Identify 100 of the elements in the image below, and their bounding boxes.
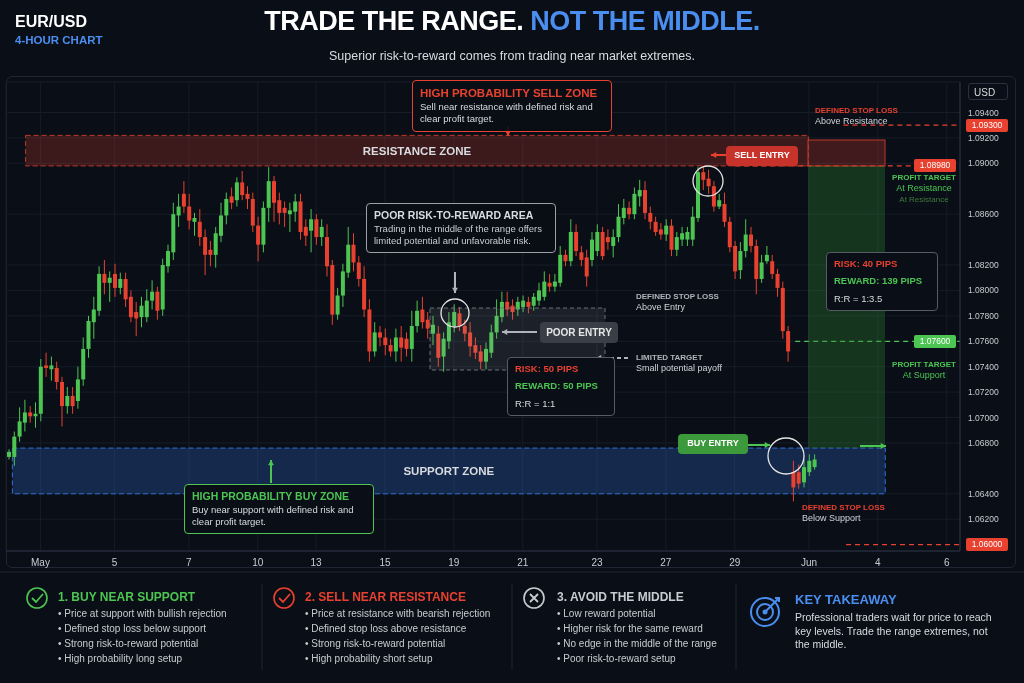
y-tick-label: 1.07400 xyxy=(968,361,999,372)
annotation: Buy near support with defined risk and clear profit target. xyxy=(192,503,355,529)
candlestick xyxy=(224,192,229,225)
candlestick xyxy=(791,460,796,502)
annotation: DEFINED STOP LOSS xyxy=(636,292,719,303)
candlestick xyxy=(478,344,483,370)
annotation: At Resistance xyxy=(898,195,950,206)
candlestick xyxy=(404,331,409,358)
candlestick xyxy=(44,352,49,378)
x-tick-label: 21 xyxy=(517,557,529,569)
candlestick xyxy=(65,386,70,415)
candlestick xyxy=(457,306,462,332)
y-tick-label: 1.09400 xyxy=(968,107,999,118)
y-tick-label: 1.09200 xyxy=(968,132,999,143)
x-tick-label: 19 xyxy=(448,557,460,569)
candlestick xyxy=(749,226,753,253)
text: • Price at resistance with bearish rejection xyxy=(305,607,491,621)
candlestick xyxy=(510,298,515,321)
text: 2. SELL NEAR RESISTANCE xyxy=(305,590,466,606)
annotation: POOR RISK-TO-REWARD AREA xyxy=(374,209,535,223)
x-tick-label: 27 xyxy=(660,557,672,569)
y-tick-label: 1.06800 xyxy=(968,437,999,448)
candlestick xyxy=(155,286,160,321)
y-tick-label: 1.07200 xyxy=(968,387,999,398)
text: • Poor risk-to-reward setup xyxy=(557,652,677,666)
text: • Strong risk-to-reward potential xyxy=(305,637,447,651)
text: • High probability long setup xyxy=(58,652,184,666)
annotation: Trading in the middle of the range offers limited potential and unfavorable risk. xyxy=(374,222,543,248)
candlestick xyxy=(107,270,112,303)
candlestick xyxy=(383,328,388,356)
annotation: PROFIT TARGET xyxy=(891,173,957,184)
candlestick xyxy=(627,200,632,220)
candlestick xyxy=(420,296,425,330)
candlestick xyxy=(632,186,637,220)
ref-line-label: 1.07600 xyxy=(914,334,956,348)
x-tick-label: 6 xyxy=(943,557,950,569)
candlestick xyxy=(240,170,245,201)
annotation: At Support xyxy=(901,370,947,383)
band-label: RESISTANCE ZONE xyxy=(362,144,472,157)
candlestick xyxy=(203,228,208,276)
annotation: SELL ENTRY xyxy=(733,150,791,162)
annotation: Sell near resistance with defined risk and clear profit target. xyxy=(420,100,594,126)
candlestick xyxy=(701,165,706,191)
candlestick xyxy=(197,208,202,247)
ref-line-label: 1.09300 xyxy=(966,118,1008,132)
annotation: Small potential payoff xyxy=(636,363,722,376)
ref-line-label: 1.06000 xyxy=(966,538,1008,552)
y-tick-label: 1.07800 xyxy=(968,310,999,321)
candlestick xyxy=(579,245,584,267)
y-tick-label: 1.08600 xyxy=(968,209,999,220)
text: KEY TAKEAWAY xyxy=(795,592,897,609)
candlestick xyxy=(505,291,510,317)
y-tick-label: 1.06200 xyxy=(968,514,999,525)
x-tick-label: 15 xyxy=(379,557,391,569)
candlestick xyxy=(102,259,107,295)
candlestick xyxy=(192,212,197,237)
candlestick xyxy=(356,255,361,288)
x-tick-label: 10 xyxy=(252,557,264,569)
candlestick xyxy=(245,185,250,210)
text: 3. AVOID THE MIDDLE xyxy=(557,590,684,606)
candlestick xyxy=(335,287,340,321)
candlestick xyxy=(319,218,324,247)
candlestick xyxy=(314,213,319,246)
text: • Low reward potential xyxy=(557,607,657,621)
x-tick-label: May xyxy=(31,557,50,569)
candlestick xyxy=(658,222,663,241)
text: EUR/USD xyxy=(15,12,88,32)
callout-box: RISK: 40 PIPS REWARD: 139 PIPS R:R = 1:3.5 xyxy=(826,252,938,312)
ref-line-label: 1.08980 xyxy=(914,159,956,173)
candlestick xyxy=(22,399,27,433)
candlestick xyxy=(118,272,123,295)
band-label: SUPPORT ZONE xyxy=(403,465,495,478)
text: • Defined stop loss above resistance xyxy=(305,622,468,636)
candlestick xyxy=(309,208,314,253)
annotation: RISK: 50 PIPS xyxy=(515,363,580,376)
text: • High probability short setup xyxy=(305,652,434,666)
candlestick xyxy=(643,180,647,220)
annotation: DEFINED STOP LOSS xyxy=(802,503,885,514)
candlestick xyxy=(574,223,579,257)
annotation: HIGH PROBABILITY SELL ZONE xyxy=(420,86,599,101)
candlestick xyxy=(738,241,743,280)
y-tick-label: 1.07000 xyxy=(968,412,999,423)
callout-box: BUY ENTRY xyxy=(678,434,748,454)
y-tick-label: 1.09000 xyxy=(968,158,999,169)
y-tick-label: 1.08000 xyxy=(968,285,999,296)
candlestick xyxy=(764,245,769,265)
candlestick xyxy=(229,186,234,210)
annotation: Below Support xyxy=(802,513,862,526)
callout-box: POOR ENTRY xyxy=(540,322,618,343)
callout-box: RISK: 50 PIPS REWARD: 50 PIPS R:R = 1:1 xyxy=(507,357,615,417)
candlestick xyxy=(256,216,261,262)
x-tick-label: 29 xyxy=(729,557,741,569)
x-tick-label: 7 xyxy=(186,557,193,569)
text: • Higher risk for the same reward xyxy=(557,622,704,636)
annotation: R:R = 1:3.5 xyxy=(834,292,884,306)
candlestick xyxy=(234,176,239,208)
candlestick xyxy=(431,315,435,346)
y-tick-label: 1.08200 xyxy=(968,260,999,271)
candlestick xyxy=(70,386,75,415)
candlestick xyxy=(637,179,642,208)
